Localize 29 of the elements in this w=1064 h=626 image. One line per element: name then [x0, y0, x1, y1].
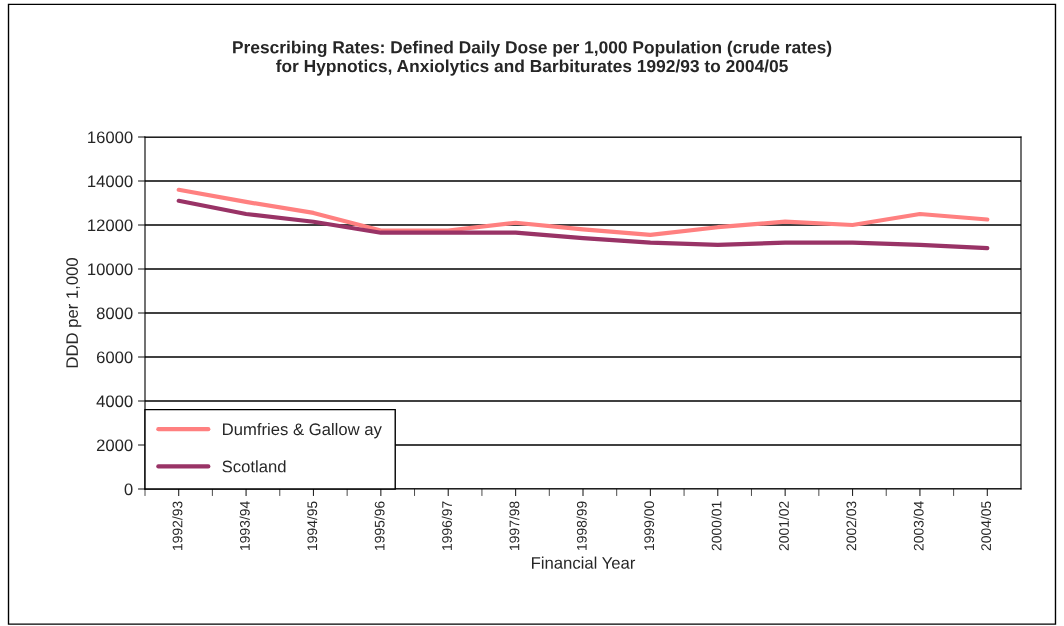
legend-label: Dumfries & Gallow ay [223, 422, 382, 439]
legend-label: Scotland [222, 460, 286, 473]
chart-title: Prescribing Rates: Defined Daily Dose per 1,000 Population (crude rates) for Hypnotics, Anxiolytics and Barbiturates 1992/93 to 2004/05 [233, 40, 832, 76]
y-tick-label: 10000 [88, 263, 133, 276]
x-tick-label: 2002/03 [846, 501, 857, 551]
y-tick-label: 16000 [88, 131, 133, 144]
x-tick-label: 1996/97 [441, 501, 452, 550]
x-tick-label: 2001/02 [778, 501, 789, 551]
x-tick-label: 1992/93 [172, 501, 183, 550]
x-tick-label: 1995/96 [374, 501, 385, 550]
y-tick-label: 2000 [96, 439, 133, 452]
y-tick-label: 6000 [96, 351, 133, 364]
y-tick-label: 0 [124, 483, 133, 496]
x-tick-label: 1998/99 [576, 501, 587, 550]
x-tick-label: 2004/05 [980, 501, 992, 551]
y-axis-title: DDD per 1,000 [66, 258, 82, 368]
x-tick-label: 2003/04 [913, 501, 924, 551]
y-tick-label: 8000 [96, 307, 133, 320]
x-tick-label: 1997/98 [509, 501, 520, 550]
x-tick-label: 1993/94 [239, 501, 250, 550]
y-tick-label: 12000 [88, 219, 133, 232]
line-series [176, 187, 990, 237]
x-tick-label: 1999/00 [643, 501, 655, 550]
x-tick-label: 1994/95 [306, 501, 318, 550]
line-series [176, 198, 990, 251]
x-axis-title: Financial Year [532, 556, 636, 569]
x-tick-label: 2000/01 [711, 501, 722, 551]
y-tick-label: 14000 [88, 175, 133, 188]
y-tick-label: 4000 [96, 395, 133, 408]
